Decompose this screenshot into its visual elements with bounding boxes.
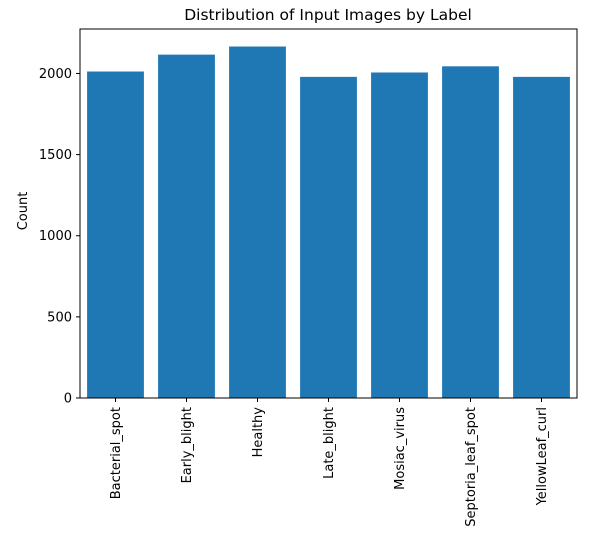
bar-late-blight <box>300 76 357 399</box>
x-tick-label: Early_blight <box>180 407 195 483</box>
x-tick-label: Healthy <box>251 407 266 458</box>
y-axis-label: Count <box>16 192 31 231</box>
bar-yellowleaf-curl <box>513 76 570 399</box>
y-tick-label: 1500 <box>39 148 72 163</box>
x-tick-label: Late_blight <box>322 407 337 479</box>
x-tick-label: Mosiac_virus <box>393 407 408 490</box>
bar-early-blight <box>158 54 215 399</box>
y-tick-label: 2000 <box>39 67 72 82</box>
bar-septoria-leaf-spot <box>442 66 499 398</box>
x-tick-label: YellowLeaf_curl <box>535 407 550 506</box>
x-axis-ticks: Bacterial_spot Early_blight Healthy Late_bl… <box>109 398 550 527</box>
plot-frame <box>79 28 578 399</box>
bar-bacterial-spot <box>87 71 144 398</box>
chart-title: Distribution of Input Images by Label <box>184 6 472 24</box>
y-tick-label: 0 <box>64 392 72 407</box>
bar-healthy <box>229 46 286 399</box>
y-tick-label: 500 <box>47 310 72 325</box>
x-tick-label: Bacterial_spot <box>109 407 124 499</box>
y-axis-ticks: 0 500 1000 1500 2000 <box>39 67 80 407</box>
x-tick-label: Septoria_leaf_spot <box>464 407 479 527</box>
bars-group <box>87 46 570 399</box>
bar-mosiac-virus <box>371 72 428 398</box>
y-tick-label: 1000 <box>39 229 72 244</box>
